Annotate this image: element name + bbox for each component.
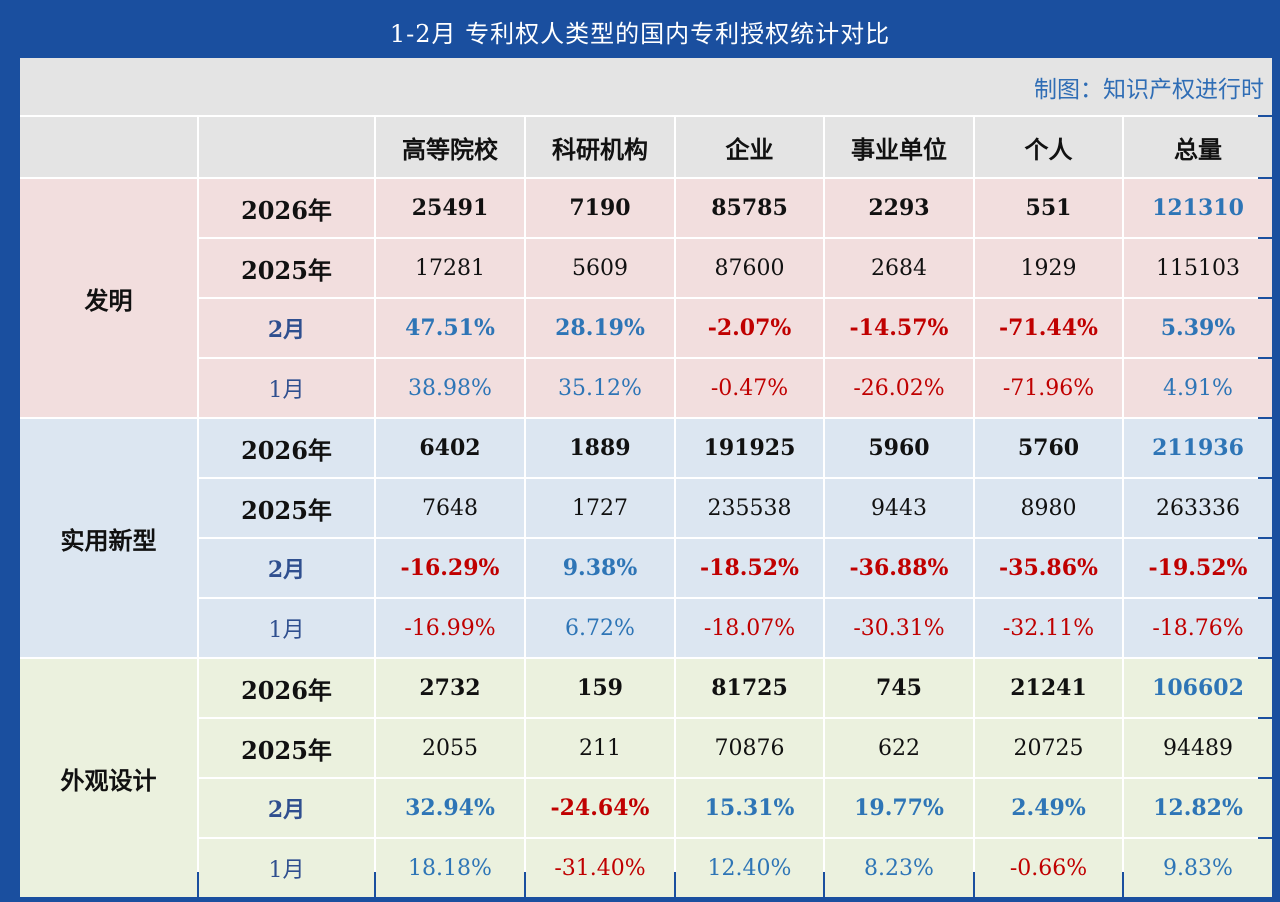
data-cell: -35.86%	[975, 539, 1122, 597]
data-cell: 7190	[526, 179, 674, 237]
data-cell: 211	[526, 719, 674, 777]
row-label: 2月	[199, 779, 374, 837]
data-cell: 2055	[376, 719, 524, 777]
data-cell: 87600	[676, 239, 823, 297]
data-cell: -71.44%	[975, 299, 1122, 357]
row-label: 2026年	[199, 179, 374, 237]
data-cell: 17281	[376, 239, 524, 297]
data-cell: 159	[526, 659, 674, 717]
data-cell: 20725	[975, 719, 1122, 777]
data-cell: -31.40%	[526, 839, 674, 897]
data-cell: -14.57%	[825, 299, 973, 357]
data-cell: 5609	[526, 239, 674, 297]
data-cell: 2293	[825, 179, 973, 237]
data-cell: 6.72%	[526, 599, 674, 657]
data-cell: 263336	[1124, 479, 1272, 537]
row-label: 2025年	[199, 239, 374, 297]
data-cell: 2.49%	[975, 779, 1122, 837]
data-cell: -2.07%	[676, 299, 823, 357]
row-label: 2025年	[199, 479, 374, 537]
data-cell: 38.98%	[376, 359, 524, 417]
group-label: 外观设计	[20, 659, 197, 897]
column-header: 科研机构	[526, 117, 674, 177]
data-cell: 121310	[1124, 179, 1272, 237]
data-cell: 21241	[975, 659, 1122, 717]
data-cell: 25491	[376, 179, 524, 237]
group-label: 实用新型	[20, 419, 197, 657]
data-cell: -18.76%	[1124, 599, 1272, 657]
data-cell: -26.02%	[825, 359, 973, 417]
data-cell: 1929	[975, 239, 1122, 297]
row-label: 1月	[199, 359, 374, 417]
data-cell: 5760	[975, 419, 1122, 477]
data-cell: 15.31%	[676, 779, 823, 837]
header-blank-2	[199, 117, 374, 177]
data-cell: 4.91%	[1124, 359, 1272, 417]
stats-table: 制图：知识产权进行时 高等院校 科研机构 企业 事业单位 个人 总量 发明 2026年 25491…	[20, 58, 1272, 897]
column-header: 总量	[1124, 117, 1272, 177]
data-cell: -32.11%	[975, 599, 1122, 657]
data-cell: 28.19%	[526, 299, 674, 357]
page-title: 1-2月 专利权人类型的国内专利授权统计对比	[389, 20, 891, 48]
row-label: 2025年	[199, 719, 374, 777]
row-label: 2月	[199, 299, 374, 357]
data-cell: 35.12%	[526, 359, 674, 417]
data-cell: -16.99%	[376, 599, 524, 657]
data-cell: 622	[825, 719, 973, 777]
column-header: 企业	[676, 117, 823, 177]
credit-text: 制图：知识产权进行时	[20, 58, 1272, 115]
data-cell: 94489	[1124, 719, 1272, 777]
data-cell: 9.83%	[1124, 839, 1272, 897]
column-header: 事业单位	[825, 117, 973, 177]
data-cell: 115103	[1124, 239, 1272, 297]
data-cell: -18.07%	[676, 599, 823, 657]
data-cell: 745	[825, 659, 973, 717]
data-cell: 106602	[1124, 659, 1272, 717]
group-label: 发明	[20, 179, 197, 417]
data-cell: 47.51%	[376, 299, 524, 357]
data-cell: -18.52%	[676, 539, 823, 597]
data-cell: 70876	[676, 719, 823, 777]
data-cell: 12.82%	[1124, 779, 1272, 837]
data-cell: 8980	[975, 479, 1122, 537]
data-cell: 19.77%	[825, 779, 973, 837]
data-cell: -16.29%	[376, 539, 524, 597]
data-cell: 2732	[376, 659, 524, 717]
data-cell: -36.88%	[825, 539, 973, 597]
data-cell: 6402	[376, 419, 524, 477]
data-cell: 12.40%	[676, 839, 823, 897]
column-header: 高等院校	[376, 117, 524, 177]
data-cell: -0.66%	[975, 839, 1122, 897]
data-cell: -19.52%	[1124, 539, 1272, 597]
data-cell: 81725	[676, 659, 823, 717]
data-cell: 9443	[825, 479, 973, 537]
row-label: 1月	[199, 839, 374, 897]
data-cell: -30.31%	[825, 599, 973, 657]
data-cell: 2684	[825, 239, 973, 297]
data-cell: 211936	[1124, 419, 1272, 477]
column-header: 个人	[975, 117, 1122, 177]
data-cell: -24.64%	[526, 779, 674, 837]
row-label: 1月	[199, 599, 374, 657]
row-label: 2月	[199, 539, 374, 597]
data-cell: -0.47%	[676, 359, 823, 417]
data-cell: 551	[975, 179, 1122, 237]
data-cell: 9.38%	[526, 539, 674, 597]
data-cell: 32.94%	[376, 779, 524, 837]
row-label: 2026年	[199, 659, 374, 717]
data-cell: 5960	[825, 419, 973, 477]
row-label: 2026年	[199, 419, 374, 477]
data-cell: 18.18%	[376, 839, 524, 897]
data-cell: 7648	[376, 479, 524, 537]
data-cell: 1727	[526, 479, 674, 537]
data-cell: 235538	[676, 479, 823, 537]
data-cell: 85785	[676, 179, 823, 237]
data-cell: 8.23%	[825, 839, 973, 897]
data-cell: 1889	[526, 419, 674, 477]
data-cell: 191925	[676, 419, 823, 477]
header-blank-1	[20, 117, 197, 177]
data-cell: 5.39%	[1124, 299, 1272, 357]
data-cell: -71.96%	[975, 359, 1122, 417]
